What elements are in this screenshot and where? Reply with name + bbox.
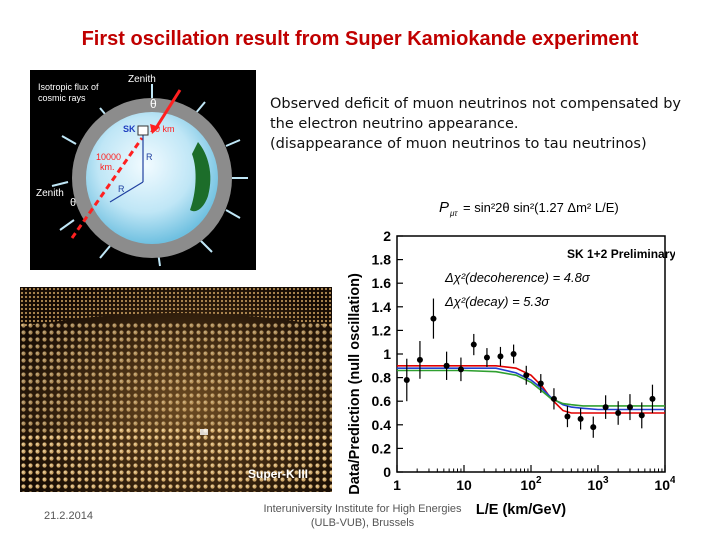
footer-institution-line-2: (ULB-VUB), Brussels bbox=[310, 517, 415, 529]
data-point bbox=[457, 366, 464, 373]
y-tick-label: 1.2 bbox=[372, 322, 392, 338]
description-line-2: the electron neutrino appearance. bbox=[270, 116, 519, 132]
km10000-label-line2: km. bbox=[100, 162, 115, 172]
series-decoherence-line bbox=[397, 367, 665, 411]
oscillation-formula: P μτ = sin²2θ sin²(1.27 Δm² L/E) bbox=[439, 199, 619, 218]
y-tick-label: 0.4 bbox=[372, 417, 392, 433]
data-point bbox=[430, 315, 437, 322]
flux-label-line2: cosmic rays bbox=[38, 93, 86, 103]
detector-marker bbox=[137, 125, 149, 136]
description-line-1: Observed deficit of muon neutrinos not c… bbox=[270, 96, 681, 112]
data-point bbox=[416, 356, 423, 363]
formula-sub: μτ bbox=[449, 209, 458, 218]
zenith-left-label: Zenith bbox=[36, 188, 64, 199]
flux-arrows bbox=[51, 84, 248, 267]
data-point bbox=[550, 395, 557, 402]
data-point bbox=[483, 354, 490, 361]
y-tick-label: 1.6 bbox=[372, 275, 392, 291]
footer-institution: Interuniversity Institute for High Energ… bbox=[255, 502, 470, 530]
slide-title: First oscillation result from Super Kami… bbox=[81, 28, 639, 50]
oscillation-chart: P μτ = sin²2θ sin²(1.27 Δm² L/E) Data/Pr… bbox=[335, 178, 676, 520]
footer-institution-line-1: Interuniversity Institute for High Energ… bbox=[263, 503, 462, 515]
x-tick-label: 102 bbox=[520, 475, 542, 493]
downward-neutrino-arrow bbox=[154, 89, 182, 129]
data-point bbox=[602, 404, 609, 411]
theta-top: θ bbox=[150, 97, 157, 111]
upward-neutrino-arrow bbox=[70, 137, 144, 239]
x-tick-label: 103 bbox=[587, 475, 609, 493]
description: Observed deficit of muon neutrinos not c… bbox=[270, 94, 710, 154]
formula-rest: = sin²2θ sin²(1.27 Δm² L/E) bbox=[463, 200, 619, 215]
legend-title: SK 1+2 Preliminary bbox=[567, 247, 675, 261]
data-point bbox=[649, 395, 656, 402]
y-tick-label: 1 bbox=[383, 346, 391, 362]
x-tick-label: 104 bbox=[654, 475, 675, 493]
km10000-label-line1: 10000 bbox=[96, 152, 121, 162]
data-point bbox=[590, 424, 597, 431]
theta-left: θ bbox=[70, 197, 76, 209]
description-line-3: (disappearance of muon neutrinos to tau … bbox=[270, 136, 647, 152]
data-point bbox=[626, 404, 633, 411]
y-tick-label: 1.8 bbox=[372, 252, 392, 268]
x-tick-label: 10 bbox=[456, 477, 472, 493]
zenith-top-label: Zenith bbox=[128, 74, 156, 85]
sk-label: SK bbox=[123, 124, 136, 134]
continent bbox=[190, 142, 211, 212]
y-tick-label: 0.2 bbox=[372, 440, 392, 456]
radius-label-2: R bbox=[118, 184, 125, 194]
annotation-decoherence: Δχ²(decoherence) = 4.8σ bbox=[444, 270, 591, 285]
y-tick-label: 1.4 bbox=[372, 299, 392, 315]
y-axis: 0 0.2 0.4 0.6 0.8 1 1.2 1.4 1.6 1.8 2 bbox=[372, 228, 403, 480]
formula-lhs: P bbox=[439, 199, 449, 216]
data-point bbox=[523, 372, 530, 379]
photo-caption: Super-K III bbox=[248, 467, 308, 481]
x-axis-label: L/E (km/GeV) bbox=[476, 502, 566, 518]
data-point bbox=[470, 341, 477, 348]
flux-label-line1: Isotropic flux of bbox=[38, 82, 99, 92]
earth bbox=[86, 112, 218, 244]
model-curves bbox=[397, 365, 665, 414]
y-axis-label: Data/Prediction (null oscillation) bbox=[347, 273, 363, 495]
y-tick-label: 2 bbox=[383, 228, 391, 244]
data-point bbox=[615, 410, 622, 416]
earth-diagram: Zenith Isotropic flux of cosmic rays bbox=[30, 70, 256, 270]
footer-date: 21.2.2014 bbox=[44, 510, 93, 522]
data-point bbox=[497, 353, 504, 360]
km20-label: 20 km bbox=[150, 124, 175, 134]
y-tick-label: 0 bbox=[383, 464, 391, 480]
super-k-photo: Super-K III bbox=[20, 287, 332, 492]
x-axis: 1 10 102 103 104 bbox=[393, 465, 676, 493]
radius-label: R bbox=[146, 152, 153, 162]
y-tick-label: 0.6 bbox=[372, 393, 392, 409]
y-tick-label: 0.8 bbox=[372, 370, 392, 386]
data-point bbox=[564, 413, 571, 420]
data-point bbox=[510, 351, 517, 357]
data-point bbox=[638, 412, 645, 419]
data-point bbox=[537, 380, 544, 387]
series-decay-line bbox=[397, 369, 665, 407]
x-tick-label: 1 bbox=[393, 477, 401, 493]
data-point bbox=[443, 362, 450, 369]
annotation-decay: Δχ²(decay) = 5.3σ bbox=[444, 294, 550, 309]
data-point bbox=[577, 415, 584, 422]
plot-area bbox=[396, 235, 666, 473]
data-points bbox=[403, 298, 656, 438]
data-point bbox=[403, 376, 410, 383]
